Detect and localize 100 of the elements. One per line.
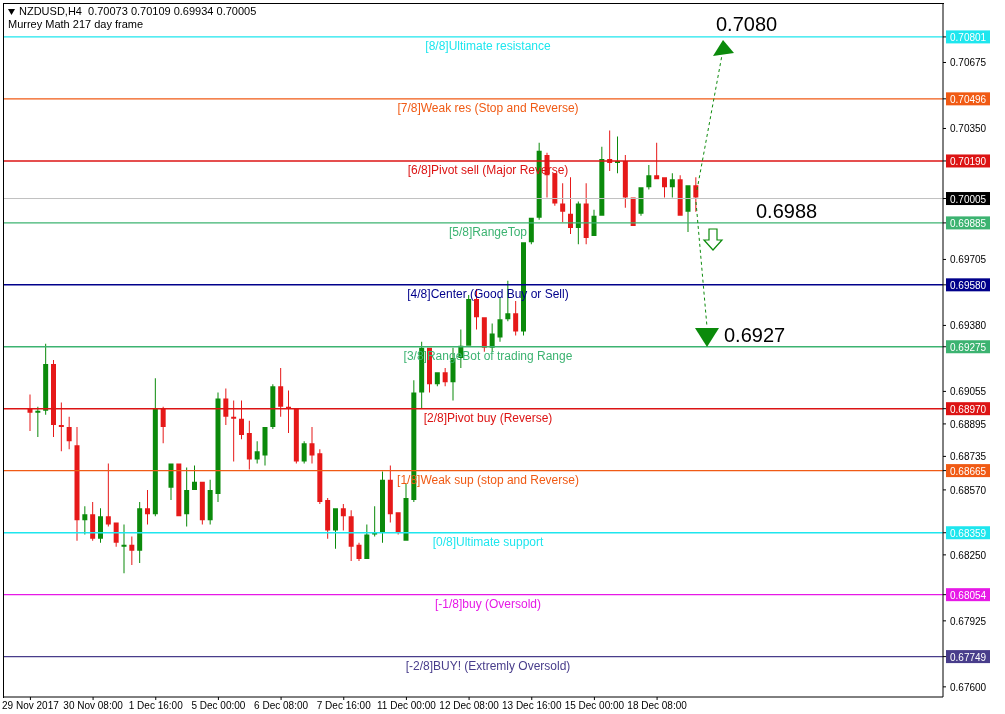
candlestick [137, 502, 143, 563]
ref-line-label: [-1/8]buy (Oversold) [434, 596, 542, 611]
candlestick [434, 372, 440, 387]
y-tick-label: 0.67600 [950, 681, 987, 693]
candlestick [262, 426, 268, 466]
candlestick [662, 177, 667, 198]
text: Murrey Math 217 day frame [8, 18, 145, 31]
y-tick-label: 0.69885 [950, 217, 987, 229]
candlestick [575, 201, 581, 245]
ref-line-label: [2/8]Pivot buy (Reverse) [423, 410, 553, 425]
candlestick [528, 217, 534, 245]
candlestick [254, 441, 260, 464]
candlestick [35, 406, 41, 438]
y-tick-label: 0.67925 [950, 615, 987, 627]
candlestick [380, 471, 385, 543]
candlestick [43, 343, 49, 415]
candlestick [301, 441, 307, 464]
candlestick [145, 489, 150, 525]
annotation: 0.7080 [716, 13, 778, 37]
candlestick [309, 426, 315, 464]
candlestick [168, 463, 174, 501]
y-tick-label: 0.68359 [950, 527, 987, 539]
candlestick [677, 175, 683, 216]
y-tick-label: 0.69055 [950, 386, 987, 398]
y-tick-label: 0.70190 [950, 155, 987, 167]
y-tick-label: 0.70350 [950, 123, 987, 135]
ref-line-label: [7/8]Weak res (Stop and Reverse) [397, 100, 579, 115]
candlestick [685, 185, 691, 233]
annotation: 0.6988 [756, 199, 818, 223]
y-tick-label: 0.68054 [950, 589, 987, 601]
x-tick-label: 5 Dec 00:00 [191, 700, 246, 712]
candlestick [152, 378, 158, 517]
chart-title: NZDUSD,H4 0.70073 0.70109 0.69934 0.70005 [19, 5, 257, 18]
x-tick-label: 13 Dec 16:00 [502, 700, 562, 712]
candlestick [599, 146, 605, 216]
x-tick-label: 11 Dec 00:00 [377, 700, 437, 712]
candlestick [105, 463, 111, 527]
y-tick-label: 0.67749 [950, 651, 987, 663]
y-tick-label: 0.70496 [950, 93, 987, 105]
ref-line-label: [8/8]Ultimate resistance [425, 38, 552, 53]
y-tick-label: 0.68735 [950, 451, 987, 463]
candlestick [199, 481, 205, 525]
candlestick [348, 510, 354, 561]
candlestick [364, 524, 370, 559]
annotation: 0.6927 [724, 323, 786, 347]
candlestick [560, 183, 566, 222]
candlestick [356, 542, 362, 561]
y-tick-label: 0.70801 [950, 31, 987, 43]
candlestick [113, 522, 119, 547]
ref-line-label: [5/8]RangeTop [448, 224, 528, 239]
candlestick [481, 317, 487, 352]
candlestick [317, 449, 323, 505]
candlestick [246, 420, 252, 470]
candlestick [583, 183, 589, 245]
candlestick [395, 512, 401, 535]
candlestick [325, 498, 331, 539]
candlestick [513, 301, 519, 336]
candlestick [207, 479, 213, 525]
candlestick [387, 465, 393, 523]
candlestick [192, 465, 197, 490]
y-tick-label: 0.70005 [950, 193, 987, 205]
x-tick-label: 1 Dec 16:00 [128, 700, 184, 712]
x-tick-label: 15 Dec 00:00 [564, 700, 625, 712]
candlestick [669, 173, 675, 198]
candlestick [121, 524, 127, 574]
x-tick-label: 18 Dec 08:00 [627, 700, 688, 712]
y-tick-label: 0.69275 [950, 341, 987, 353]
candlestick [372, 506, 378, 537]
x-tick-label: 29 Nov 2017 [2, 700, 60, 712]
y-tick-label: 0.68570 [950, 484, 987, 496]
candlestick [129, 536, 135, 566]
candlestick [90, 502, 96, 541]
candlestick [646, 165, 652, 190]
candlestick [74, 426, 80, 541]
candlestick [340, 504, 346, 531]
y-tick-label: 0.68665 [950, 465, 987, 477]
x-tick-label: 30 Nov 08:00 [63, 700, 124, 712]
x-tick-label: 6 Dec 08:00 [254, 700, 309, 712]
x-tick-label: 7 Dec 16:00 [316, 700, 372, 712]
y-tick-label: 0.68895 [950, 418, 987, 430]
candlestick [215, 392, 221, 503]
candlestick [66, 416, 72, 450]
candlestick [489, 323, 495, 352]
candlestick [98, 508, 103, 543]
x-tick-label: 12 Dec 08:00 [439, 700, 500, 712]
y-tick-label: 0.69380 [950, 320, 987, 332]
candlestick [638, 187, 644, 216]
y-tick-label: 0.69705 [950, 254, 987, 266]
y-tick-label: 0.68970 [950, 403, 987, 415]
y-tick-label: 0.70675 [950, 57, 987, 69]
y-tick-label: 0.69580 [950, 279, 987, 291]
candlestick [466, 294, 472, 346]
y-tick-label: 0.68250 [950, 549, 987, 561]
candlestick [270, 384, 276, 429]
candlestick [184, 467, 190, 527]
candlestick [442, 368, 448, 387]
candlestick [333, 508, 338, 549]
candlestick [176, 463, 182, 517]
ref-line-label: [0/8]Ultimate support [432, 534, 545, 549]
candlestick [82, 506, 88, 535]
